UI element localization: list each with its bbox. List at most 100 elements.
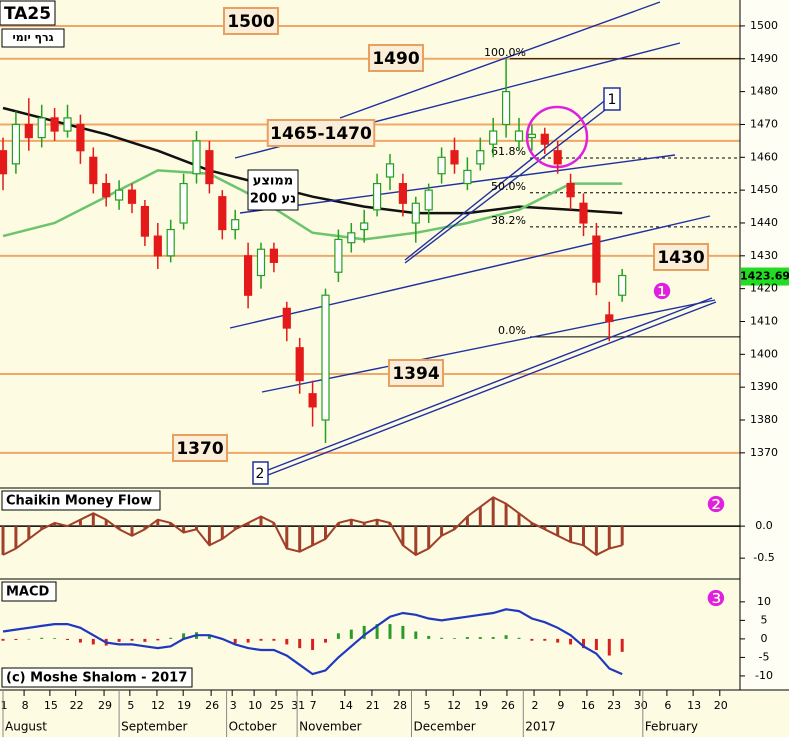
candle-body <box>115 189 124 201</box>
macd-histogram <box>298 638 302 649</box>
y-tick-label: 1420 <box>750 282 778 295</box>
cmf-bar <box>517 513 521 527</box>
macd-histogram <box>491 637 495 639</box>
cmf-bar <box>311 526 315 546</box>
panel-marker: ❸ <box>706 587 726 612</box>
macd-histogram <box>143 638 147 642</box>
candle-body <box>243 255 253 296</box>
macd-histogram <box>169 637 173 639</box>
fib-label: 100.0% <box>484 46 526 59</box>
channel-label: 2 <box>256 466 265 482</box>
trend-line <box>339 1 661 119</box>
level-label-box <box>653 243 709 271</box>
macd-histogram <box>517 637 521 639</box>
x-tick-label: 10 <box>248 699 262 712</box>
cmf-bar <box>427 526 431 549</box>
candle-body <box>592 235 601 283</box>
level-label: 1490 <box>372 49 419 69</box>
cmf-bar <box>581 526 585 546</box>
trend-line <box>267 297 713 471</box>
level-label: 1430 <box>657 248 704 268</box>
cmf-bar <box>53 522 57 527</box>
footer-box <box>1 667 193 688</box>
y-tick-label: 1490 <box>750 52 778 65</box>
x-tick-label: 21 <box>366 699 380 712</box>
candle-body <box>0 150 8 175</box>
cmf-bar <box>478 506 482 527</box>
x-tick-label: 29 <box>98 699 112 712</box>
cmf-bar <box>362 522 366 527</box>
panel-title-box <box>1 490 161 511</box>
macd-histogram <box>117 638 121 642</box>
candle-body <box>579 202 588 224</box>
x-tick-label: 26 <box>205 699 219 712</box>
y-tick-label: 1460 <box>750 150 778 163</box>
front-layer: 150014901465-1470143013941370100.0%61.8%… <box>0 7 789 676</box>
cmf-bar <box>27 526 31 539</box>
candle-body <box>476 150 485 165</box>
macd-histogram <box>349 629 353 639</box>
x-tick-label: 14 <box>339 699 353 712</box>
cmf-bar <box>182 526 186 533</box>
macd-histogram <box>27 638 31 640</box>
candle-body <box>127 189 137 204</box>
level-label: 1370 <box>176 439 223 459</box>
candle-body <box>347 232 356 244</box>
macd-histogram <box>311 638 315 650</box>
cmf-bar <box>91 513 95 527</box>
x-tick-label: 7 <box>310 699 317 712</box>
macd-histogram <box>375 624 379 639</box>
x-tick-label: 19 <box>177 699 191 712</box>
month-label: October <box>229 720 277 734</box>
macd-histogram <box>207 635 211 639</box>
x-tick-label: 12 <box>447 699 461 712</box>
candle-body <box>50 117 59 132</box>
panel-title: Chaikin Money Flow <box>6 494 152 509</box>
y-tick-label: 1500 <box>750 19 778 32</box>
y-tick-label: 5 <box>761 613 768 626</box>
candle-body <box>334 238 343 273</box>
macd-histogram <box>504 635 508 639</box>
macd-histogram <box>323 638 327 643</box>
cmf-bar <box>246 522 250 527</box>
month-label: December <box>413 720 475 734</box>
macd-histogram <box>465 637 469 639</box>
macd-line <box>2 608 623 676</box>
x-tick-label: 2 <box>532 699 539 712</box>
candle-body <box>102 182 111 198</box>
level-label-box <box>368 44 424 72</box>
macd-histogram <box>14 638 18 640</box>
candle-body <box>514 130 524 142</box>
macd-histogram <box>156 638 160 641</box>
x-tick-label: 31 <box>291 699 305 712</box>
candle-body <box>308 393 317 408</box>
cmf-bar <box>594 526 598 555</box>
candle-body <box>527 133 536 139</box>
cmf-bar <box>195 526 199 530</box>
macd-histogram <box>130 638 134 641</box>
y-tick-label: 0.0 <box>755 519 773 532</box>
cmf-bar <box>530 522 534 527</box>
candle-body <box>437 156 446 175</box>
y-tick-label: 1470 <box>750 117 778 130</box>
candle-body <box>424 189 433 211</box>
cmf-bar <box>130 526 134 536</box>
candle-body <box>63 117 72 132</box>
candle-body <box>89 156 98 185</box>
candle-body <box>540 133 549 145</box>
x-tick-label: 30 <box>634 699 648 712</box>
level-label-box <box>172 434 228 462</box>
cmf-bar <box>298 526 302 552</box>
cmf-bar <box>14 526 18 549</box>
cmf-bar <box>504 503 508 527</box>
y-tick-label: 1440 <box>750 216 778 229</box>
macd-histogram <box>91 638 95 645</box>
macd-histogram <box>272 638 276 641</box>
panel-title: MACD <box>6 585 50 600</box>
trend-line <box>404 103 614 264</box>
cmf-bar <box>156 519 160 527</box>
x-tick-label: 13 <box>687 699 701 712</box>
candle-body <box>489 130 498 145</box>
x-tick-label: 22 <box>70 699 84 712</box>
